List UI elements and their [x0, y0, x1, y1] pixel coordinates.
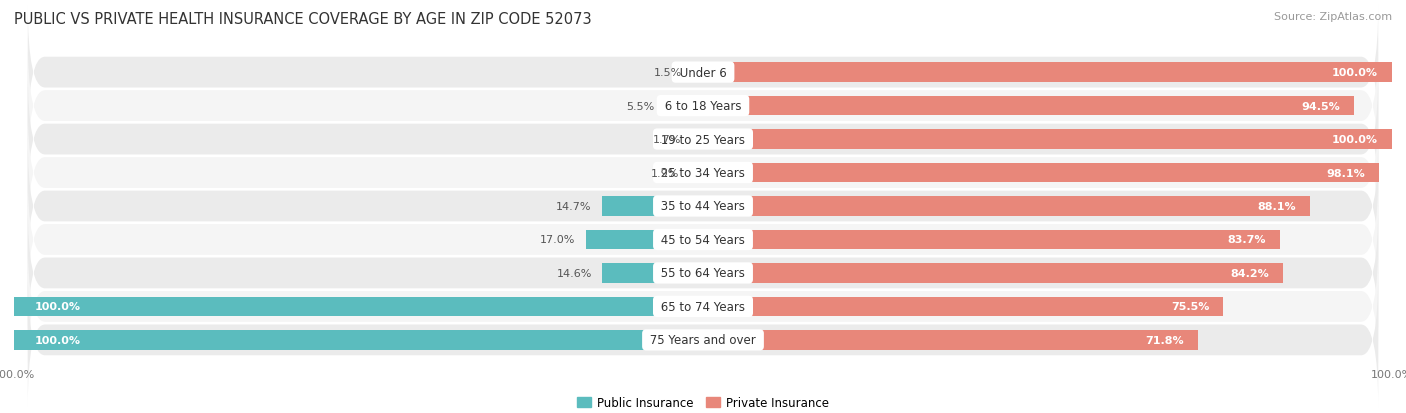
Text: 1.9%: 1.9%	[651, 168, 679, 178]
Bar	[692, 130, 703, 150]
Bar	[703, 164, 1379, 183]
Text: 19 to 25 Years: 19 to 25 Years	[657, 133, 749, 146]
Text: 55 to 64 Years: 55 to 64 Years	[657, 267, 749, 280]
Legend: Public Insurance, Private Insurance: Public Insurance, Private Insurance	[572, 392, 834, 413]
Text: 75 Years and over: 75 Years and over	[647, 334, 759, 347]
Text: 6 to 18 Years: 6 to 18 Years	[661, 100, 745, 113]
FancyBboxPatch shape	[28, 138, 1378, 275]
Bar	[14, 297, 703, 316]
Text: 45 to 54 Years: 45 to 54 Years	[657, 233, 749, 247]
Text: 98.1%: 98.1%	[1326, 168, 1365, 178]
Text: 17.0%: 17.0%	[540, 235, 575, 245]
Text: 100.0%: 100.0%	[1331, 135, 1378, 145]
Text: 100.0%: 100.0%	[35, 335, 80, 345]
FancyBboxPatch shape	[28, 272, 1378, 408]
Text: PUBLIC VS PRIVATE HEALTH INSURANCE COVERAGE BY AGE IN ZIP CODE 52073: PUBLIC VS PRIVATE HEALTH INSURANCE COVER…	[14, 12, 592, 27]
Bar	[703, 197, 1310, 216]
Text: Source: ZipAtlas.com: Source: ZipAtlas.com	[1274, 12, 1392, 22]
Bar	[665, 97, 703, 116]
Text: 35 to 44 Years: 35 to 44 Years	[657, 200, 749, 213]
Bar	[602, 197, 703, 216]
FancyBboxPatch shape	[28, 38, 1378, 174]
Bar	[586, 230, 703, 249]
Bar	[14, 330, 703, 350]
Text: 100.0%: 100.0%	[1331, 68, 1378, 78]
Bar	[690, 164, 703, 183]
Text: 71.8%: 71.8%	[1146, 335, 1184, 345]
Text: 1.5%: 1.5%	[654, 68, 682, 78]
FancyBboxPatch shape	[28, 239, 1378, 375]
Bar	[602, 263, 703, 283]
Text: 5.5%: 5.5%	[627, 101, 655, 112]
Text: 25 to 34 Years: 25 to 34 Years	[657, 166, 749, 180]
Bar	[703, 97, 1354, 116]
Text: 14.6%: 14.6%	[557, 268, 592, 278]
Text: 88.1%: 88.1%	[1257, 202, 1296, 211]
Bar	[703, 297, 1223, 316]
Text: 84.2%: 84.2%	[1230, 268, 1270, 278]
Text: Under 6: Under 6	[676, 66, 730, 79]
FancyBboxPatch shape	[28, 71, 1378, 208]
Text: 14.7%: 14.7%	[555, 202, 592, 211]
Bar	[693, 63, 703, 83]
Text: 1.7%: 1.7%	[652, 135, 681, 145]
Bar	[703, 263, 1284, 283]
Bar	[703, 130, 1392, 150]
FancyBboxPatch shape	[28, 105, 1378, 241]
Bar	[703, 330, 1198, 350]
Text: 75.5%: 75.5%	[1171, 301, 1209, 312]
FancyBboxPatch shape	[28, 172, 1378, 308]
Text: 65 to 74 Years: 65 to 74 Years	[657, 300, 749, 313]
FancyBboxPatch shape	[28, 205, 1378, 342]
Text: 100.0%: 100.0%	[35, 301, 80, 312]
Bar	[703, 230, 1279, 249]
Text: 83.7%: 83.7%	[1227, 235, 1265, 245]
FancyBboxPatch shape	[28, 5, 1378, 141]
Bar	[703, 63, 1392, 83]
Text: 94.5%: 94.5%	[1302, 101, 1340, 112]
